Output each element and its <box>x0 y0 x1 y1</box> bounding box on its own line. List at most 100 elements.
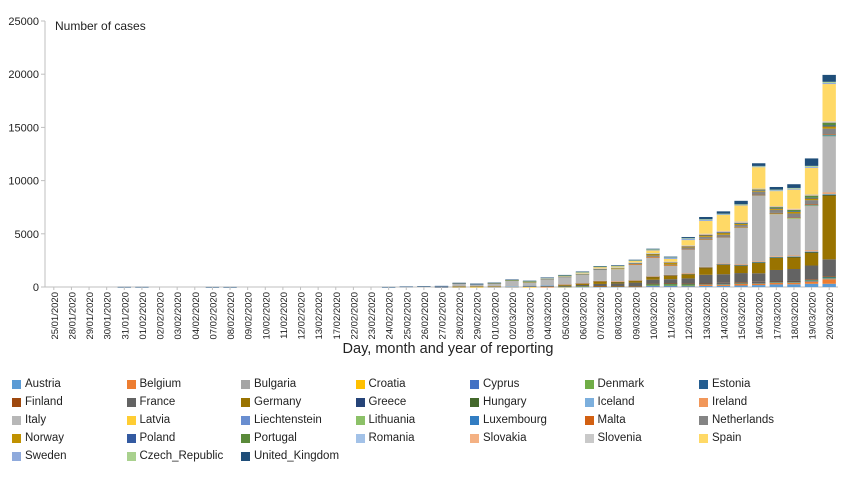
bar-segment <box>452 283 466 287</box>
bar-segment <box>575 283 590 285</box>
bar-segment <box>769 190 784 192</box>
bar-segment <box>646 286 660 287</box>
bar-segment <box>487 283 502 287</box>
legend-label: Germany <box>254 396 302 408</box>
bar-segment <box>699 236 713 239</box>
bar-segment <box>822 277 836 279</box>
x-tick-label: 09/02/2020 <box>244 292 255 340</box>
bar-segment <box>558 286 572 288</box>
legend-entry: Greece <box>355 394 471 410</box>
bar-segment <box>593 268 607 269</box>
bar-segment <box>787 208 801 210</box>
bar-segment <box>752 285 766 287</box>
bar-segment <box>822 193 836 195</box>
bar-segment <box>646 248 660 250</box>
x-tick-label: 08/03/2020 <box>614 292 625 340</box>
bar-segment <box>734 273 748 283</box>
x-tick-label: 28/02/2020 <box>455 292 466 340</box>
legend-swatch <box>241 397 250 407</box>
legend-entry: Liechtenstein <box>241 412 356 428</box>
bar-segment <box>540 286 554 287</box>
legend-label: Finland <box>25 396 63 408</box>
bar-segment <box>787 218 801 256</box>
bar-segment <box>822 121 836 122</box>
y-tick-label: 15000 <box>8 122 39 134</box>
legend-swatch <box>470 415 479 425</box>
legend-swatch <box>12 379 21 389</box>
bar-segment <box>716 234 731 237</box>
bar-segment <box>769 206 784 209</box>
bar-segment <box>734 223 748 225</box>
bar-segment <box>822 126 836 129</box>
legend-swatch <box>126 415 136 425</box>
bar-segment <box>699 285 713 287</box>
bar-segment <box>681 237 695 239</box>
bar-segment <box>611 266 625 268</box>
legend-swatch <box>699 397 708 407</box>
bar-segment <box>663 261 678 263</box>
legend-entry: Bulgaria <box>241 376 356 392</box>
legend-entry: Cyprus <box>470 376 585 392</box>
bar-segment <box>646 249 660 250</box>
legend-entry: Spain <box>699 430 814 446</box>
bar-segment <box>804 200 819 205</box>
bar-segment <box>804 279 819 281</box>
bar-segment <box>558 277 572 285</box>
bar-segment <box>734 205 748 222</box>
bar-segment <box>522 285 537 287</box>
bar-segment <box>611 268 625 282</box>
bar-segment <box>716 214 731 231</box>
legend-swatch <box>12 397 21 407</box>
bar-segment <box>716 284 731 285</box>
bar-segment <box>734 222 748 224</box>
legend-entry: Belgium <box>126 376 242 392</box>
bar-segment <box>593 283 607 287</box>
legend-swatch <box>470 433 479 443</box>
bar-segment <box>628 282 643 287</box>
bar-segment <box>752 273 766 282</box>
bar-segment <box>646 276 660 277</box>
bar-segment <box>487 282 502 284</box>
legend-label: Malta <box>597 414 626 426</box>
x-tick-label: 13/02/2020 <box>314 292 325 340</box>
bar-segment <box>716 232 731 235</box>
bar-segment <box>681 249 695 274</box>
bar-segment <box>787 282 801 285</box>
bar-segment <box>646 249 660 251</box>
legend-swatch <box>126 433 136 443</box>
bar-segment <box>769 209 784 213</box>
legend-swatch <box>584 415 594 425</box>
bar-segment <box>804 281 819 284</box>
bar-segment <box>505 279 519 281</box>
bar-segment <box>752 195 766 262</box>
legend-entry: Ireland <box>699 394 814 410</box>
bar-segment <box>628 286 643 287</box>
bar-segment <box>699 234 713 235</box>
legend-label: Belgium <box>139 378 182 390</box>
bar-segment <box>822 278 836 280</box>
bar-segment <box>734 222 748 223</box>
bar-segment <box>593 266 607 269</box>
bar-segment <box>540 279 554 286</box>
x-tick-label: 12/03/2020 <box>684 292 695 340</box>
bar-segment <box>822 259 836 277</box>
bar-segment <box>681 248 695 250</box>
legend-label: Estonia <box>712 378 751 390</box>
bar-segment <box>681 240 695 246</box>
legend-entry: Croatia <box>355 376 471 392</box>
bar-segment <box>716 211 731 214</box>
x-tick-label: 24/02/2020 <box>385 292 396 340</box>
bar-segment <box>699 219 713 221</box>
bar-segment <box>804 165 819 167</box>
bar-segment <box>787 255 801 257</box>
bar-segment <box>716 283 731 284</box>
bar-segment <box>611 281 625 284</box>
bar-segment <box>822 194 836 196</box>
bar-segment <box>628 280 643 283</box>
legend-label: Bulgaria <box>254 378 297 390</box>
stacked-bar-chart: 0 5000 10000 15000 20000 25000 25/01/2020 28/01… <box>8 16 838 357</box>
legend-entry: Netherlands <box>699 412 814 428</box>
bar-segment <box>628 280 643 281</box>
bar-segment <box>804 194 819 196</box>
legend-swatch <box>584 379 594 389</box>
